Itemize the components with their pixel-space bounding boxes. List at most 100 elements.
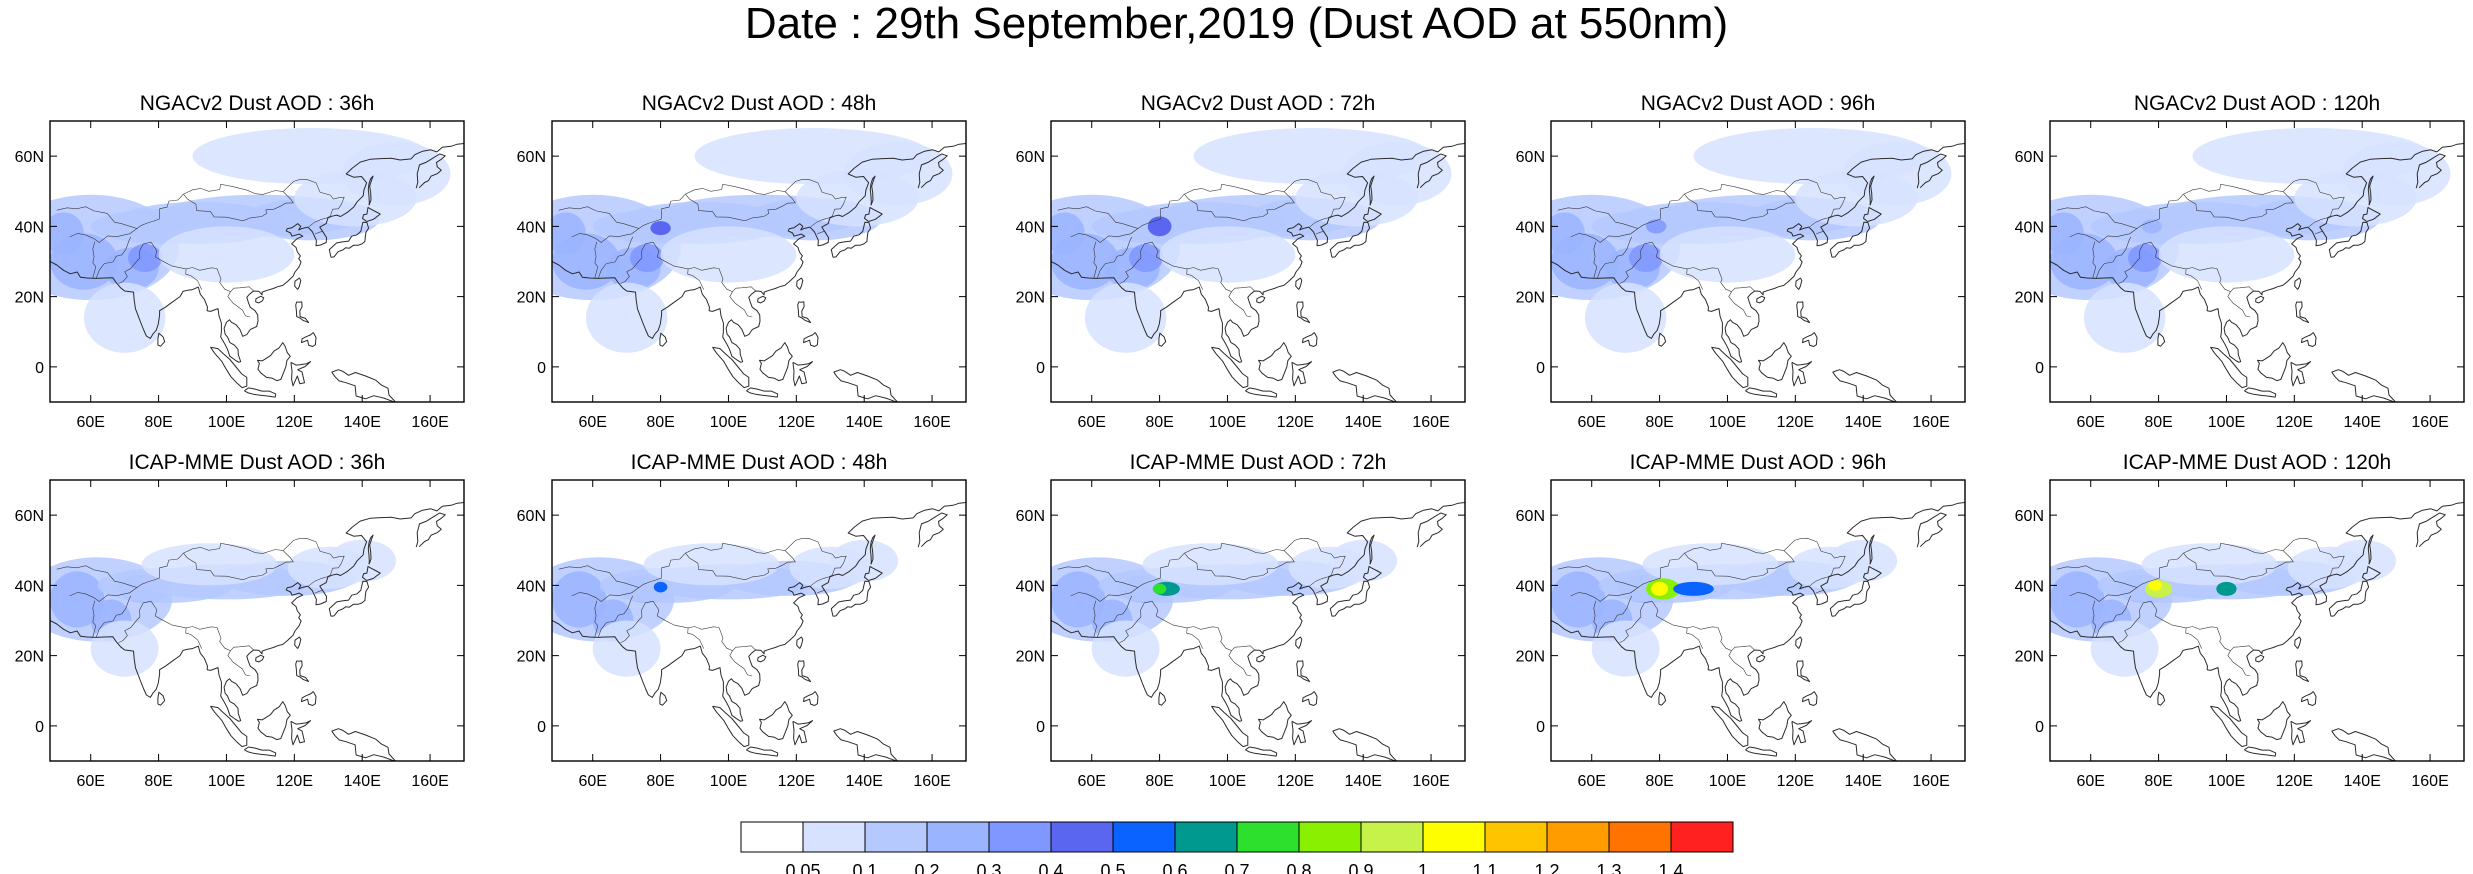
x-tick-label: 60E [578,414,606,431]
coastline [2295,301,2310,324]
coastlines [2050,502,2464,761]
dust-plume [830,539,899,582]
x-tick-label: 120E [2276,414,2313,431]
dust-aod-field [552,539,899,677]
dust-plume [1551,233,1619,290]
x-tick-label: 100E [710,414,747,431]
country-border [183,537,345,576]
dust-plume [2328,539,2397,582]
map-panel-icap-72: ICAP-MME Dust AOD : 72h 60E 80E 100E 120E 140… [1016,451,1466,790]
dust-aod-field [2050,128,2451,353]
dust-plume [1659,226,1796,283]
dust-plume [1829,539,1898,582]
coastline [1329,580,1371,617]
map-panel-ngac-72: NGACv2 Dust AOD : 72h 60E 80E 100E 120E 140E 1… [1016,92,1466,431]
coastline [1295,636,1303,649]
coastline [1796,660,1811,683]
country-border [1809,215,1832,227]
y-tick-label: 40N [517,578,546,595]
y-tick-label: 0 [537,719,546,736]
y-tick-label: 20N [15,290,44,307]
coastline [1791,720,1813,746]
country-border [1619,600,1653,643]
x-tick-label: 60E [2076,773,2104,790]
country-border [1728,650,1752,677]
coastlines [552,502,966,761]
coastline [833,728,899,761]
x-tick-label: 80E [1145,414,1173,431]
coastline [331,369,397,402]
colorbar-label: 0.7 [1224,861,1249,874]
country-border [2227,650,2251,677]
country-border [1686,627,1703,649]
x-tick-label: 80E [144,773,172,790]
country-border [183,191,294,222]
panel-title: ICAP-MME Dust AOD : 96h [1630,451,1887,474]
country-border [638,193,686,229]
x-tick-label: 140E [344,773,381,790]
coastline [746,387,779,398]
y-tick-label: 60N [2015,149,2044,166]
coastline [2050,143,2464,363]
coastline [2295,660,2310,683]
colorbar-swatch [1050,821,1114,853]
coastline [50,502,464,722]
dust-plume [90,620,159,677]
x-tick-label: 80E [646,773,674,790]
coastline [2157,332,2166,347]
coastline [2326,760,2328,761]
coastline [1332,728,1398,761]
map-frame [49,120,465,403]
x-tick-label: 60E [2076,414,2104,431]
x-tick-label: 100E [1709,773,1746,790]
coastline [326,760,328,761]
coastline [830,221,872,258]
x-tick-label: 100E [2208,773,2245,790]
country-border [594,600,599,638]
x-tick-label: 60E [1077,414,1105,431]
colorbar-swatch [802,821,866,853]
country-border [729,291,753,318]
x-tick-label: 100E [2208,414,2245,431]
dust-plume [2090,620,2159,677]
coastline [295,301,310,324]
dust-plume [1584,282,1667,353]
coastline [1832,369,1898,402]
y-tick-label: 0 [2035,360,2044,377]
map-panel-ngac-96: NGACv2 Dust AOD : 96h 60E 80E 100E 120E 140E 1… [1516,92,1966,431]
country-border [1096,595,1133,638]
coastline [1329,221,1371,258]
y-tick-label: 60N [15,508,44,525]
coastline [294,636,302,649]
y-tick-label: 0 [1036,360,1045,377]
country-border [95,236,132,279]
dust-plume [1129,243,1163,273]
dust-plume [2141,219,2162,234]
coastline [1829,221,1871,258]
country-border [308,215,331,227]
colorbar-swatch [1112,821,1176,853]
x-tick-label: 80E [1145,773,1173,790]
country-border [2136,193,2184,229]
country-border [185,627,202,649]
country-border [2069,233,2095,239]
dust-plume [1091,620,1160,677]
country-border [1619,241,1653,284]
dust-plume [1629,243,1663,273]
dust-plume [1591,620,1660,677]
coastline [2255,295,2265,304]
coastline [1827,401,1829,402]
coastline [1827,760,1829,761]
country-border [2314,590,2323,594]
panel-title: ICAP-MME Dust AOD : 36h [129,451,386,474]
x-tick-label: 160E [913,414,950,431]
country-border [92,600,97,638]
colorbar-swatch [1484,821,1548,853]
colorbar-label: 1 [1418,861,1428,874]
colorbar-label: 1.4 [1658,861,1683,874]
country-border [1557,206,1639,243]
coastline [833,369,899,402]
country-border [2069,592,2095,598]
y-tick-label: 20N [517,649,546,666]
x-tick-label: 120E [1777,414,1814,431]
